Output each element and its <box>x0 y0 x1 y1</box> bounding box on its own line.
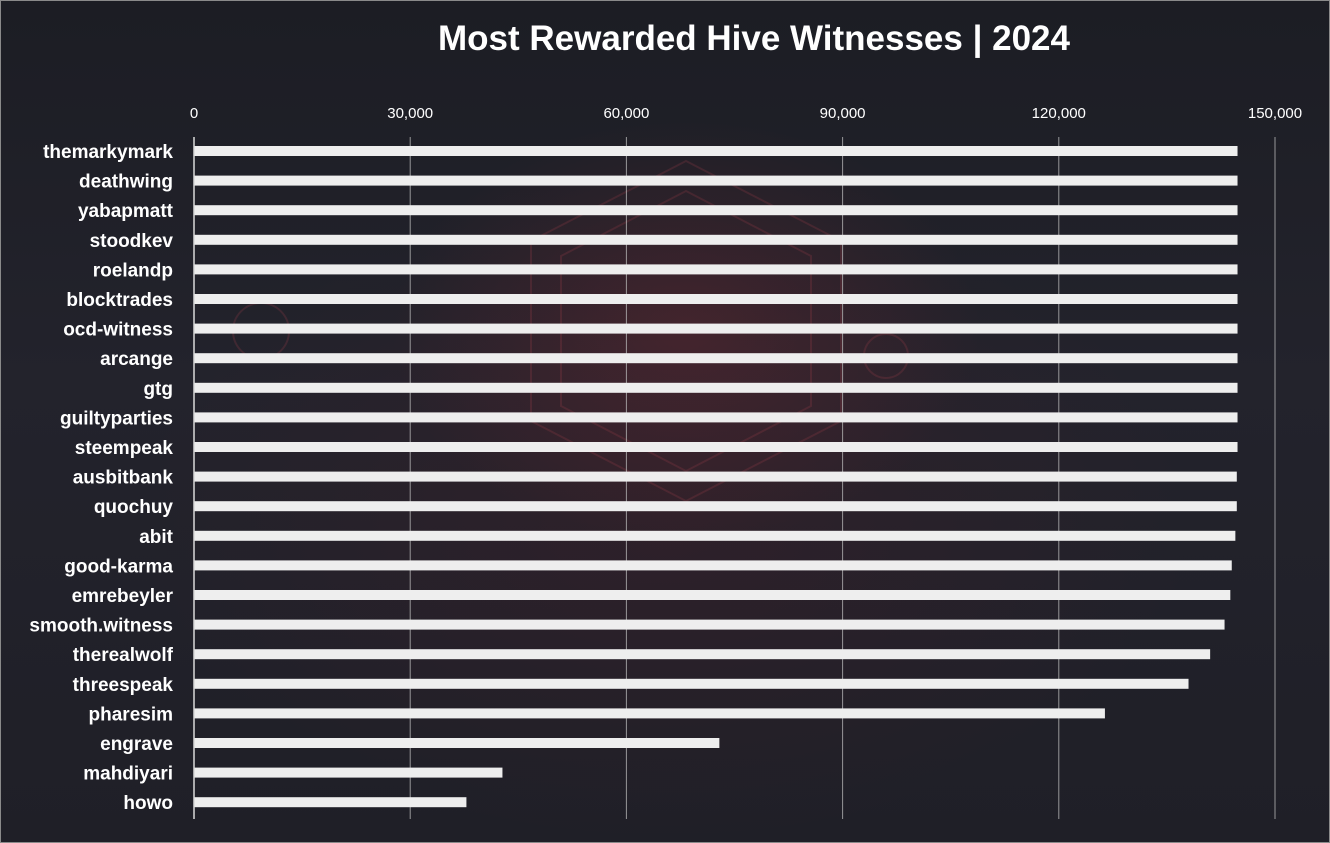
x-tick-label: 90,000 <box>820 105 866 122</box>
category-label: guiltyparties <box>60 408 173 429</box>
x-tick-label: 60,000 <box>603 105 649 122</box>
x-tick-label: 150,000 <box>1248 105 1302 122</box>
bar <box>194 530 1236 541</box>
bar <box>194 797 467 808</box>
bar <box>194 264 1238 275</box>
bar <box>194 560 1232 571</box>
x-tick-label: 30,000 <box>387 105 433 122</box>
bar <box>194 353 1238 364</box>
x-tick-label: 120,000 <box>1032 105 1086 122</box>
bar <box>194 294 1238 304</box>
bar <box>194 590 1231 600</box>
x-axis-tick-labels: 0 30,000 60,000 90,000 120,000 150,000 <box>190 105 1302 122</box>
bar <box>194 708 1105 719</box>
category-label: ocd-witness <box>63 320 173 341</box>
category-label: gtg <box>143 379 173 400</box>
category-label: pharesim <box>89 704 173 725</box>
category-label: threespeak <box>73 675 174 696</box>
bar <box>194 649 1211 660</box>
category-label: stoodkev <box>90 231 174 252</box>
category-label: emrebeyler <box>72 586 174 607</box>
bar <box>194 738 720 748</box>
category-label: smooth.witness <box>29 616 173 637</box>
bar <box>194 471 1237 482</box>
bar <box>194 442 1238 452</box>
bar <box>194 323 1238 334</box>
bar <box>194 767 503 778</box>
category-label: arcange <box>100 349 173 370</box>
category-label: therealwolf <box>73 645 174 666</box>
category-labels: themarkymark deathwing yabapmatt stoodkev ro… <box>29 142 173 814</box>
bars <box>194 146 1238 808</box>
category-label: ausbitbank <box>73 468 174 489</box>
bar <box>194 382 1238 393</box>
bar <box>194 205 1238 216</box>
bar <box>194 234 1238 245</box>
bar <box>194 412 1238 423</box>
bar <box>194 501 1237 512</box>
category-label: engrave <box>100 734 173 755</box>
category-label: themarkymark <box>43 142 173 163</box>
bar <box>194 619 1225 630</box>
category-label: yabapmatt <box>78 201 174 222</box>
bar <box>194 146 1238 156</box>
bar <box>194 678 1189 689</box>
category-label: abit <box>139 527 173 548</box>
category-label: quochuy <box>94 497 174 518</box>
category-label: blocktrades <box>66 290 173 311</box>
category-label: deathwing <box>79 172 173 193</box>
bar <box>194 175 1238 186</box>
category-label: howo <box>123 793 173 814</box>
category-label: roelandp <box>93 260 173 281</box>
category-label: steempeak <box>75 438 174 459</box>
chart-title: Most Rewarded Hive Witnesses | 2024 <box>438 19 1070 58</box>
x-tick-label: 0 <box>190 105 198 122</box>
category-label: mahdiyari <box>83 764 173 785</box>
category-label: good-karma <box>64 556 173 577</box>
